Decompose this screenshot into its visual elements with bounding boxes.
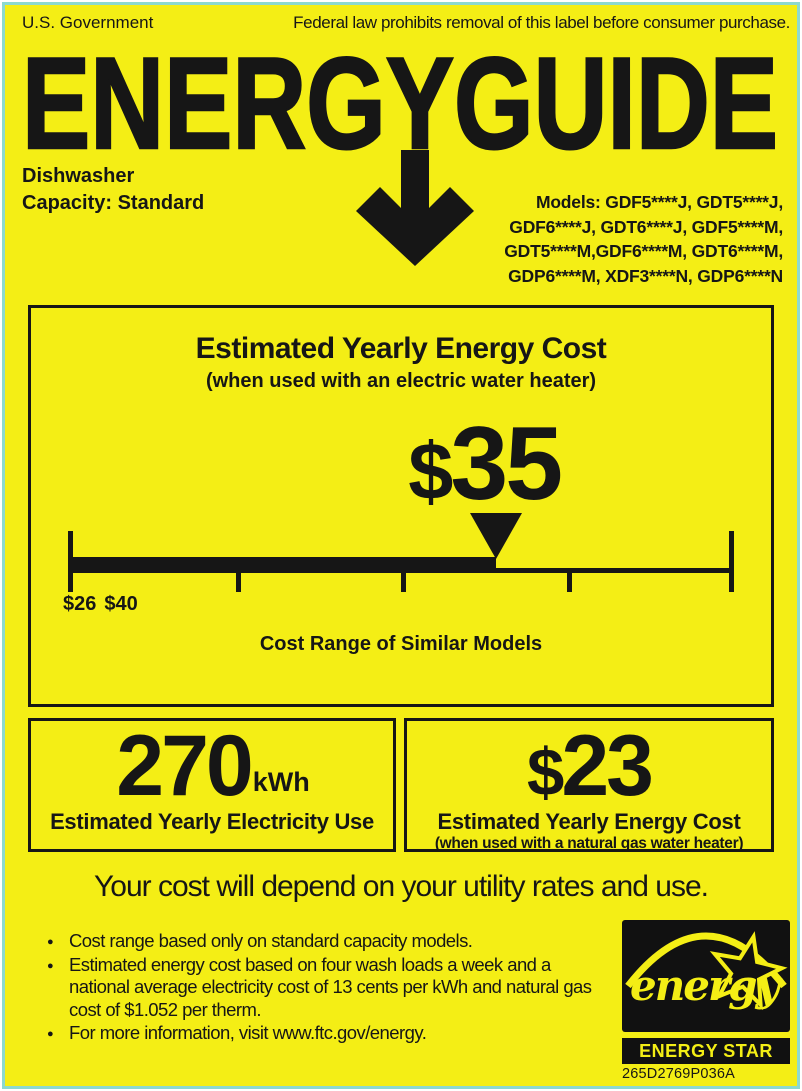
gas-caption: Estimated Yearly Energy Cost — [437, 809, 741, 834]
us-government-text: U.S. Government — [22, 13, 154, 32]
models-line: GDT5****M,GDF6****M, GDT6****M, — [504, 241, 783, 261]
electricity-use-box: 270kWh Estimated Yearly Electricity Use — [28, 718, 396, 852]
federal-law-text: Federal law prohibits removal of this la… — [293, 13, 790, 32]
product-info: Dishwasher Capacity: Standard — [22, 163, 204, 217]
gas-subcaption: (when used with a natural gas water heat… — [434, 835, 744, 852]
models-line: GDP6****M, XDF3****N, GDP6****N — [508, 265, 783, 286]
utility-rates-note: Your cost will depend on your utility ra… — [94, 870, 709, 903]
scale-axis-line — [70, 568, 733, 573]
footnotes-list: Cost range based only on standard capaci… — [45, 930, 635, 1046]
down-arrow-icon — [356, 150, 474, 266]
main-box-subtitle: (when used with an electric water heater… — [205, 370, 597, 392]
energy-star-wordmark: ENERGY STAR — [622, 1038, 790, 1064]
main-box-title: Estimated Yearly Energy Cost — [195, 332, 607, 365]
footnote-item: For more information, visit www.ftc.gov/… — [45, 1022, 635, 1045]
energy-star-emblem-art: energy — [625, 931, 788, 1011]
currency-symbol: $ — [408, 427, 453, 517]
models-line: Models: GDF5****J, GDT5****J, — [535, 192, 783, 212]
cost-pointer-triangle-icon — [470, 513, 523, 559]
gas-cost-value: $23 — [407, 723, 771, 809]
scale-tick-mid — [401, 571, 406, 592]
cost-amount: 35 — [450, 406, 563, 522]
scale-tick-right-end — [729, 531, 734, 592]
kwh-amount: 270 — [116, 718, 253, 814]
energy-star-emblem: energy — [622, 920, 790, 1032]
gas-cost-box: $23 Estimated Yearly Energy Cost (when u… — [404, 718, 774, 852]
scale-tick-mid — [567, 571, 572, 592]
scale-tick-mid — [236, 571, 241, 592]
product-capacity: Capacity: Standard — [22, 192, 205, 214]
electricity-value: 270kWh — [31, 723, 393, 809]
energyguide-title-text: ENERGYGUIDE — [22, 51, 778, 155]
footnote-item: Estimated energy cost based on four wash… — [45, 954, 635, 1022]
range-min-label: $26 — [63, 593, 97, 615]
scale-caption: Cost Range of Similar Models — [259, 633, 543, 655]
range-max-label: $40 — [104, 593, 138, 615]
currency-symbol: $ — [527, 735, 564, 810]
product-type: Dishwasher — [22, 165, 135, 187]
footnote-item: Cost range based only on standard capaci… — [45, 930, 635, 953]
scale-range-labels: $26 $40 — [63, 593, 146, 616]
scale-tick-left-end — [68, 531, 73, 592]
yearly-energy-cost-box: Estimated Yearly Energy Cost (when used … — [28, 305, 774, 707]
kwh-unit: kWh — [252, 767, 310, 797]
electricity-caption: Estimated Yearly Electricity Use — [50, 809, 374, 834]
energyguide-wordmark: ENERGYGUIDE — [22, 51, 779, 155]
energy-star-star-icon — [709, 931, 788, 1011]
energy-star-logo: energy ENERGY STAR 265D2769P036A — [622, 920, 790, 1082]
label-part-number: 265D2769P036A — [622, 1066, 736, 1082]
energy-cost-value: $35 — [364, 412, 604, 516]
models-line: GDF6****J, GDT6****J, GDF5****M, — [509, 216, 783, 237]
gas-amount: 23 — [561, 718, 654, 814]
model-numbers: Models: GDF5****J, GDT5****J, GDF6****J,… — [504, 190, 783, 288]
energy-script-text: energy — [630, 961, 782, 1010]
